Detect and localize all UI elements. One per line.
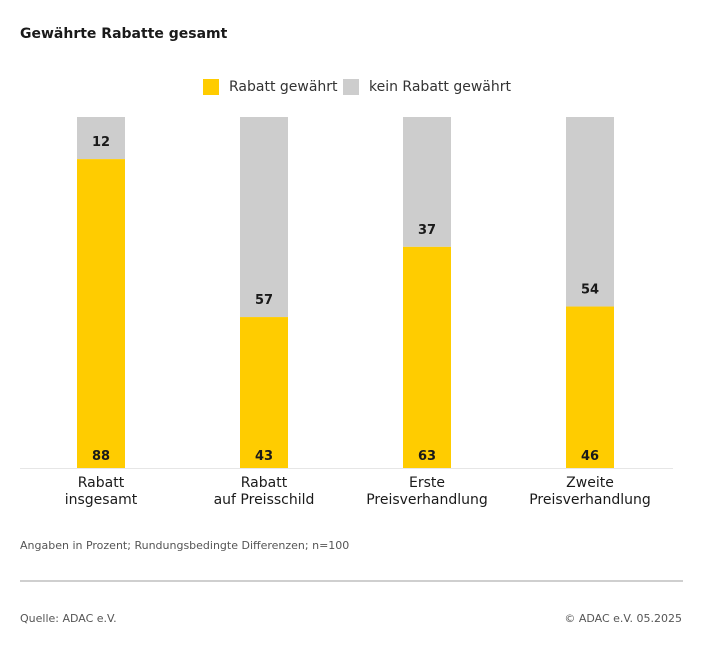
x-tick-label: Rabatt [78,475,125,491]
bar-segment-rabatt [403,246,451,468]
legend-label: kein Rabatt gewährt [369,79,511,95]
bar-segment-kein-rabatt [403,117,451,247]
data-label-kein-rabatt: 37 [418,223,436,238]
data-label-rabatt: 46 [581,449,599,464]
data-label-kein-rabatt: 54 [581,283,599,298]
copyright-text: © ADAC e.V. 05.2025 [564,612,682,625]
bar-segment-kein-rabatt [240,117,288,318]
bar-segment-rabatt [77,159,125,468]
legend-item-rabatt-gewaehrt: Rabatt gewährt [203,79,338,95]
x-tick-label: insgesamt [65,492,138,508]
chart-title: Gewährte Rabatte gesamt [20,26,228,42]
x-tick-label: Erste [409,475,445,491]
legend: Rabatt gewährt kein Rabatt gewährt [0,79,710,99]
data-label-kein-rabatt: 12 [92,135,110,150]
legend-item-kein-rabatt: kein Rabatt gewährt [343,79,511,95]
x-tick-label: Zweite [566,475,614,491]
x-tick-label: Preisverhandlung [366,492,488,508]
bar-segment-rabatt [566,306,614,468]
footnote: Angaben in Prozent; Rundungsbedingte Dif… [20,539,350,552]
divider [20,580,683,582]
legend-label: Rabatt gewährt [229,79,338,95]
bar-segment-kein-rabatt [566,117,614,307]
bar-segment-kein-rabatt [77,117,125,160]
data-label-rabatt: 43 [255,449,273,464]
source-text: Quelle: ADAC e.V. [20,612,117,625]
data-label-kein-rabatt: 57 [255,293,273,308]
x-tick-label: Preisverhandlung [529,492,651,508]
bar-segment-rabatt [240,317,288,468]
x-tick-label: Rabatt [241,475,288,491]
data-label-rabatt: 63 [418,449,436,464]
data-label-rabatt: 88 [92,449,110,464]
x-tick-label: auf Preisschild [214,492,315,508]
legend-swatch-yellow [203,79,219,95]
legend-swatch-gray [343,79,359,95]
